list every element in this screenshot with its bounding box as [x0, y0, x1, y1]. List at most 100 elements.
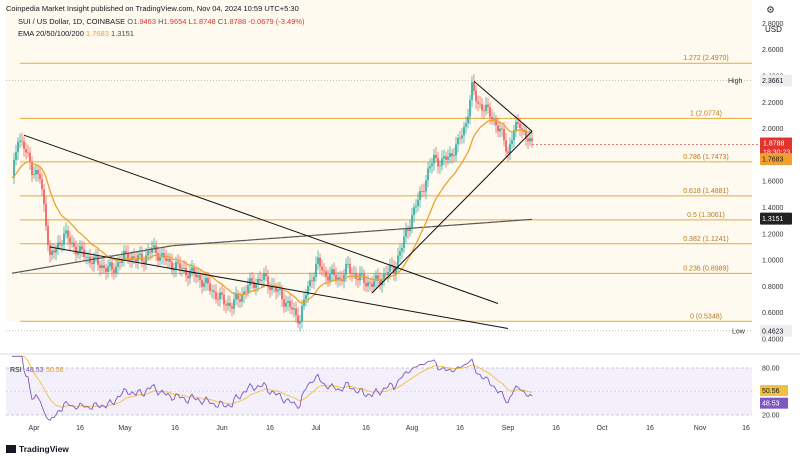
ema-label: EMA 20/50/100/200: [18, 29, 84, 38]
candle-body: [81, 246, 83, 250]
settings-icon[interactable]: [766, 5, 775, 14]
candle-body: [57, 242, 59, 249]
candle-body: [133, 256, 135, 260]
candle-body: [53, 250, 55, 253]
rsi-ma-badge: 50.56: [762, 388, 780, 395]
candle-body: [451, 153, 453, 157]
candle-body: [335, 274, 337, 280]
candle-body: [493, 119, 495, 121]
candle-body: [149, 251, 151, 253]
candle-body: [389, 264, 391, 272]
x-tick-label: Jun: [216, 425, 227, 432]
candle-body: [135, 259, 137, 262]
candle-body: [65, 230, 67, 234]
candle-body: [179, 263, 181, 269]
candle-body: [359, 273, 361, 281]
candle-body: [223, 294, 225, 305]
low-marker-value: 0.4623: [762, 328, 784, 335]
candle-body: [237, 293, 239, 300]
candle-body: [75, 246, 77, 255]
rsi-line: [12, 355, 533, 421]
x-tick-label: Jul: [312, 425, 321, 432]
candle-body: [17, 141, 19, 153]
x-tick-label: 16: [266, 425, 274, 432]
candle-body: [159, 256, 161, 261]
symbol-title: SUI / US Dollar, 1D, COINBASE: [18, 17, 126, 26]
candle-body: [501, 128, 503, 130]
candle-body: [519, 123, 521, 129]
candle-body: [91, 262, 93, 265]
candle-body: [67, 230, 69, 238]
y-tick-label: 2.2000: [762, 100, 784, 107]
fib-label: 0.618 (1.4881): [683, 188, 729, 195]
candle-body: [515, 121, 517, 131]
candle-body: [309, 280, 311, 287]
high-value: 1.9654: [163, 17, 187, 26]
candle-body: [43, 189, 45, 205]
candle-body: [245, 291, 247, 293]
candle-body: [215, 292, 217, 300]
descending-channel-lower: [49, 246, 509, 329]
candle-body: [217, 299, 219, 300]
candle-body: [315, 263, 317, 277]
x-tick-label: 16: [646, 425, 654, 432]
candle-body: [485, 104, 487, 111]
candle-body: [103, 265, 105, 269]
ema-fast-badge: 1.7683: [762, 157, 784, 164]
candle-body: [119, 262, 121, 263]
rsi-ma-badge-bg: [760, 385, 788, 397]
candle-body: [433, 154, 435, 164]
rsi-ma-line: [12, 355, 533, 408]
candle-body: [277, 289, 279, 292]
candle-body: [383, 273, 385, 280]
candle-body: [29, 152, 31, 163]
fib-label: 1.272 (2.4970): [683, 55, 729, 62]
candle-body: [403, 236, 405, 248]
x-tick-label: 16: [76, 425, 84, 432]
candle-body: [241, 294, 243, 302]
ema-fast-value: 1.7683: [85, 29, 109, 38]
candle-body: [387, 271, 389, 275]
candle-body: [109, 262, 111, 267]
candle-body: [329, 274, 331, 281]
candle-body: [183, 267, 185, 269]
candle-body: [343, 274, 345, 282]
candle-body: [445, 156, 447, 160]
candle-body: [289, 301, 291, 308]
candle-body: [527, 138, 529, 142]
candle-body: [455, 144, 457, 156]
y-tick-label: 1.4000: [762, 205, 784, 212]
high-marker-value: 2.3661: [762, 78, 784, 85]
candle-body: [397, 255, 399, 268]
candle-body: [301, 305, 303, 322]
ema-fast-badge-bg: [760, 153, 792, 166]
candle-body: [393, 266, 395, 274]
countdown-value: 18:30:23: [763, 150, 790, 157]
candle-body: [101, 265, 103, 268]
candle-body: [45, 204, 47, 226]
candle-body: [347, 263, 349, 265]
candle-body: [141, 253, 143, 262]
candle-body: [127, 252, 129, 260]
candle-body: [333, 269, 335, 275]
x-tick-label: 16: [171, 425, 179, 432]
candle-body: [19, 140, 21, 142]
candle-body: [423, 191, 425, 192]
currency-label: USD: [765, 25, 782, 34]
candle-body: [531, 138, 533, 141]
fib-label: 1 (2.0774): [690, 110, 722, 117]
candle-body: [497, 125, 499, 132]
candle-body: [511, 140, 513, 145]
candle-body: [437, 157, 439, 167]
candle-body: [13, 159, 15, 178]
candle-body: [125, 250, 127, 253]
candle-body: [375, 275, 377, 281]
candle-body: [247, 285, 249, 293]
candle-body: [349, 263, 351, 273]
fib-label: 0.786 (1.7473): [683, 154, 729, 161]
candle-body: [153, 245, 155, 248]
candle-body: [261, 280, 263, 281]
candle-body: [435, 154, 437, 158]
candle-body: [425, 180, 427, 192]
